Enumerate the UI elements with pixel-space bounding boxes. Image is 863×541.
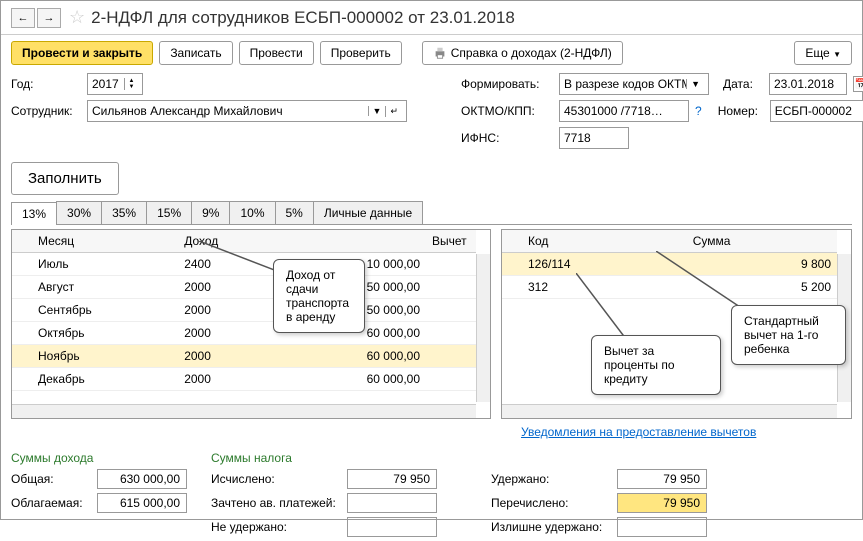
report-button[interactable]: Справка о доходах (2-НДФЛ)	[422, 41, 623, 65]
table-row[interactable]: Октябрь200060 000,00	[12, 322, 476, 345]
tax-held-field[interactable]: 79 950	[617, 469, 707, 489]
scrollbar-h[interactable]	[502, 404, 837, 418]
callout-child: Стандартный вычет на 1-го ребенка	[731, 305, 846, 365]
oktmo-label: ОКТМО/КПП:	[461, 104, 553, 118]
date-input[interactable]: 23.01.2018	[769, 73, 847, 95]
post-close-button[interactable]: Провести и закрыть	[11, 41, 153, 65]
tabs: 13% 30% 35% 15% 9% 10% 5% Личные данные	[11, 201, 852, 225]
table-row[interactable]: Август200050 000,00	[12, 276, 476, 299]
income-totals-title: Суммы дохода	[11, 451, 191, 465]
tax-transf-field[interactable]: 79 950	[617, 493, 707, 513]
employee-label: Сотрудник:	[11, 104, 81, 118]
tax-calc-field[interactable]: 79 950	[347, 469, 437, 489]
callout-line	[656, 251, 746, 311]
tab-15[interactable]: 15%	[146, 201, 192, 224]
form-label: Формировать:	[461, 77, 553, 91]
favorite-icon[interactable]: ☆	[69, 7, 85, 28]
tab-30[interactable]: 30%	[56, 201, 102, 224]
table-row[interactable]: Ноябрь200060 000,00	[12, 345, 476, 368]
form-mode-dropdown[interactable]: ▼	[686, 79, 704, 89]
oktmo-input[interactable]: 45301000 /7718…	[559, 100, 689, 122]
tax-notheld-field[interactable]	[347, 517, 437, 537]
number-input[interactable]: ЕСБП-000002	[770, 100, 863, 122]
number-label: Номер:	[718, 104, 764, 118]
year-input[interactable]: 2017 ▲▼	[87, 73, 143, 95]
fill-button[interactable]: Заполнить	[11, 162, 119, 195]
tax-offset-field[interactable]	[347, 493, 437, 513]
year-down[interactable]: ▼	[125, 84, 138, 90]
check-button[interactable]: Проверить	[320, 41, 402, 65]
notifications-link[interactable]: Уведомления на предоставление вычетов	[521, 425, 756, 439]
tax-excess-field[interactable]	[617, 517, 707, 537]
callout-line	[576, 273, 636, 339]
help-icon[interactable]: ?	[695, 104, 702, 118]
year-label: Год:	[11, 77, 81, 91]
employee-dropdown[interactable]: ▼	[368, 106, 386, 116]
back-button[interactable]: ←	[11, 8, 35, 28]
callout-income: Доход от сдачи транспорта в аренду	[273, 259, 365, 333]
tax-totals-title: Суммы налога	[211, 451, 471, 465]
tab-5[interactable]: 5%	[275, 201, 314, 224]
table-row[interactable]: Сентябрь200050 000,00	[12, 299, 476, 322]
total-income-field[interactable]: 630 000,00	[97, 469, 187, 489]
post-button[interactable]: Провести	[239, 41, 314, 65]
calendar-icon[interactable]: 📅	[853, 76, 863, 92]
scrollbar-h[interactable]	[12, 404, 476, 418]
date-label: Дата:	[723, 77, 763, 91]
employee-input[interactable]: Сильянов Александр Михайлович ▼ ↵	[87, 100, 407, 122]
table-row[interactable]: Декабрь200060 000,00	[12, 368, 476, 391]
tab-10[interactable]: 10%	[229, 201, 275, 224]
tab-35[interactable]: 35%	[101, 201, 147, 224]
tab-13[interactable]: 13%	[11, 202, 57, 225]
employee-open[interactable]: ↵	[385, 106, 402, 117]
ifns-label: ИФНС:	[461, 131, 553, 145]
callout-line	[199, 241, 277, 271]
taxable-income-field[interactable]: 615 000,00	[97, 493, 187, 513]
page-title: 2-НДФЛ для сотрудников ЕСБП-000002 от 23…	[91, 8, 515, 28]
forward-button[interactable]: →	[37, 8, 61, 28]
scrollbar-v[interactable]	[476, 254, 490, 402]
tab-personal[interactable]: Личные данные	[313, 201, 423, 224]
ifns-input[interactable]: 7718	[559, 127, 629, 149]
more-button[interactable]: Еще ▼	[794, 41, 852, 65]
callout-credit: Вычет за проценты по кредиту	[591, 335, 721, 395]
write-button[interactable]: Записать	[159, 41, 232, 65]
report-label: Справка о доходах (2-НДФЛ)	[451, 46, 612, 60]
printer-icon	[433, 46, 447, 60]
form-mode-input[interactable]: В разрезе кодов ОКТМО ▼	[559, 73, 709, 95]
tab-9[interactable]: 9%	[191, 201, 230, 224]
